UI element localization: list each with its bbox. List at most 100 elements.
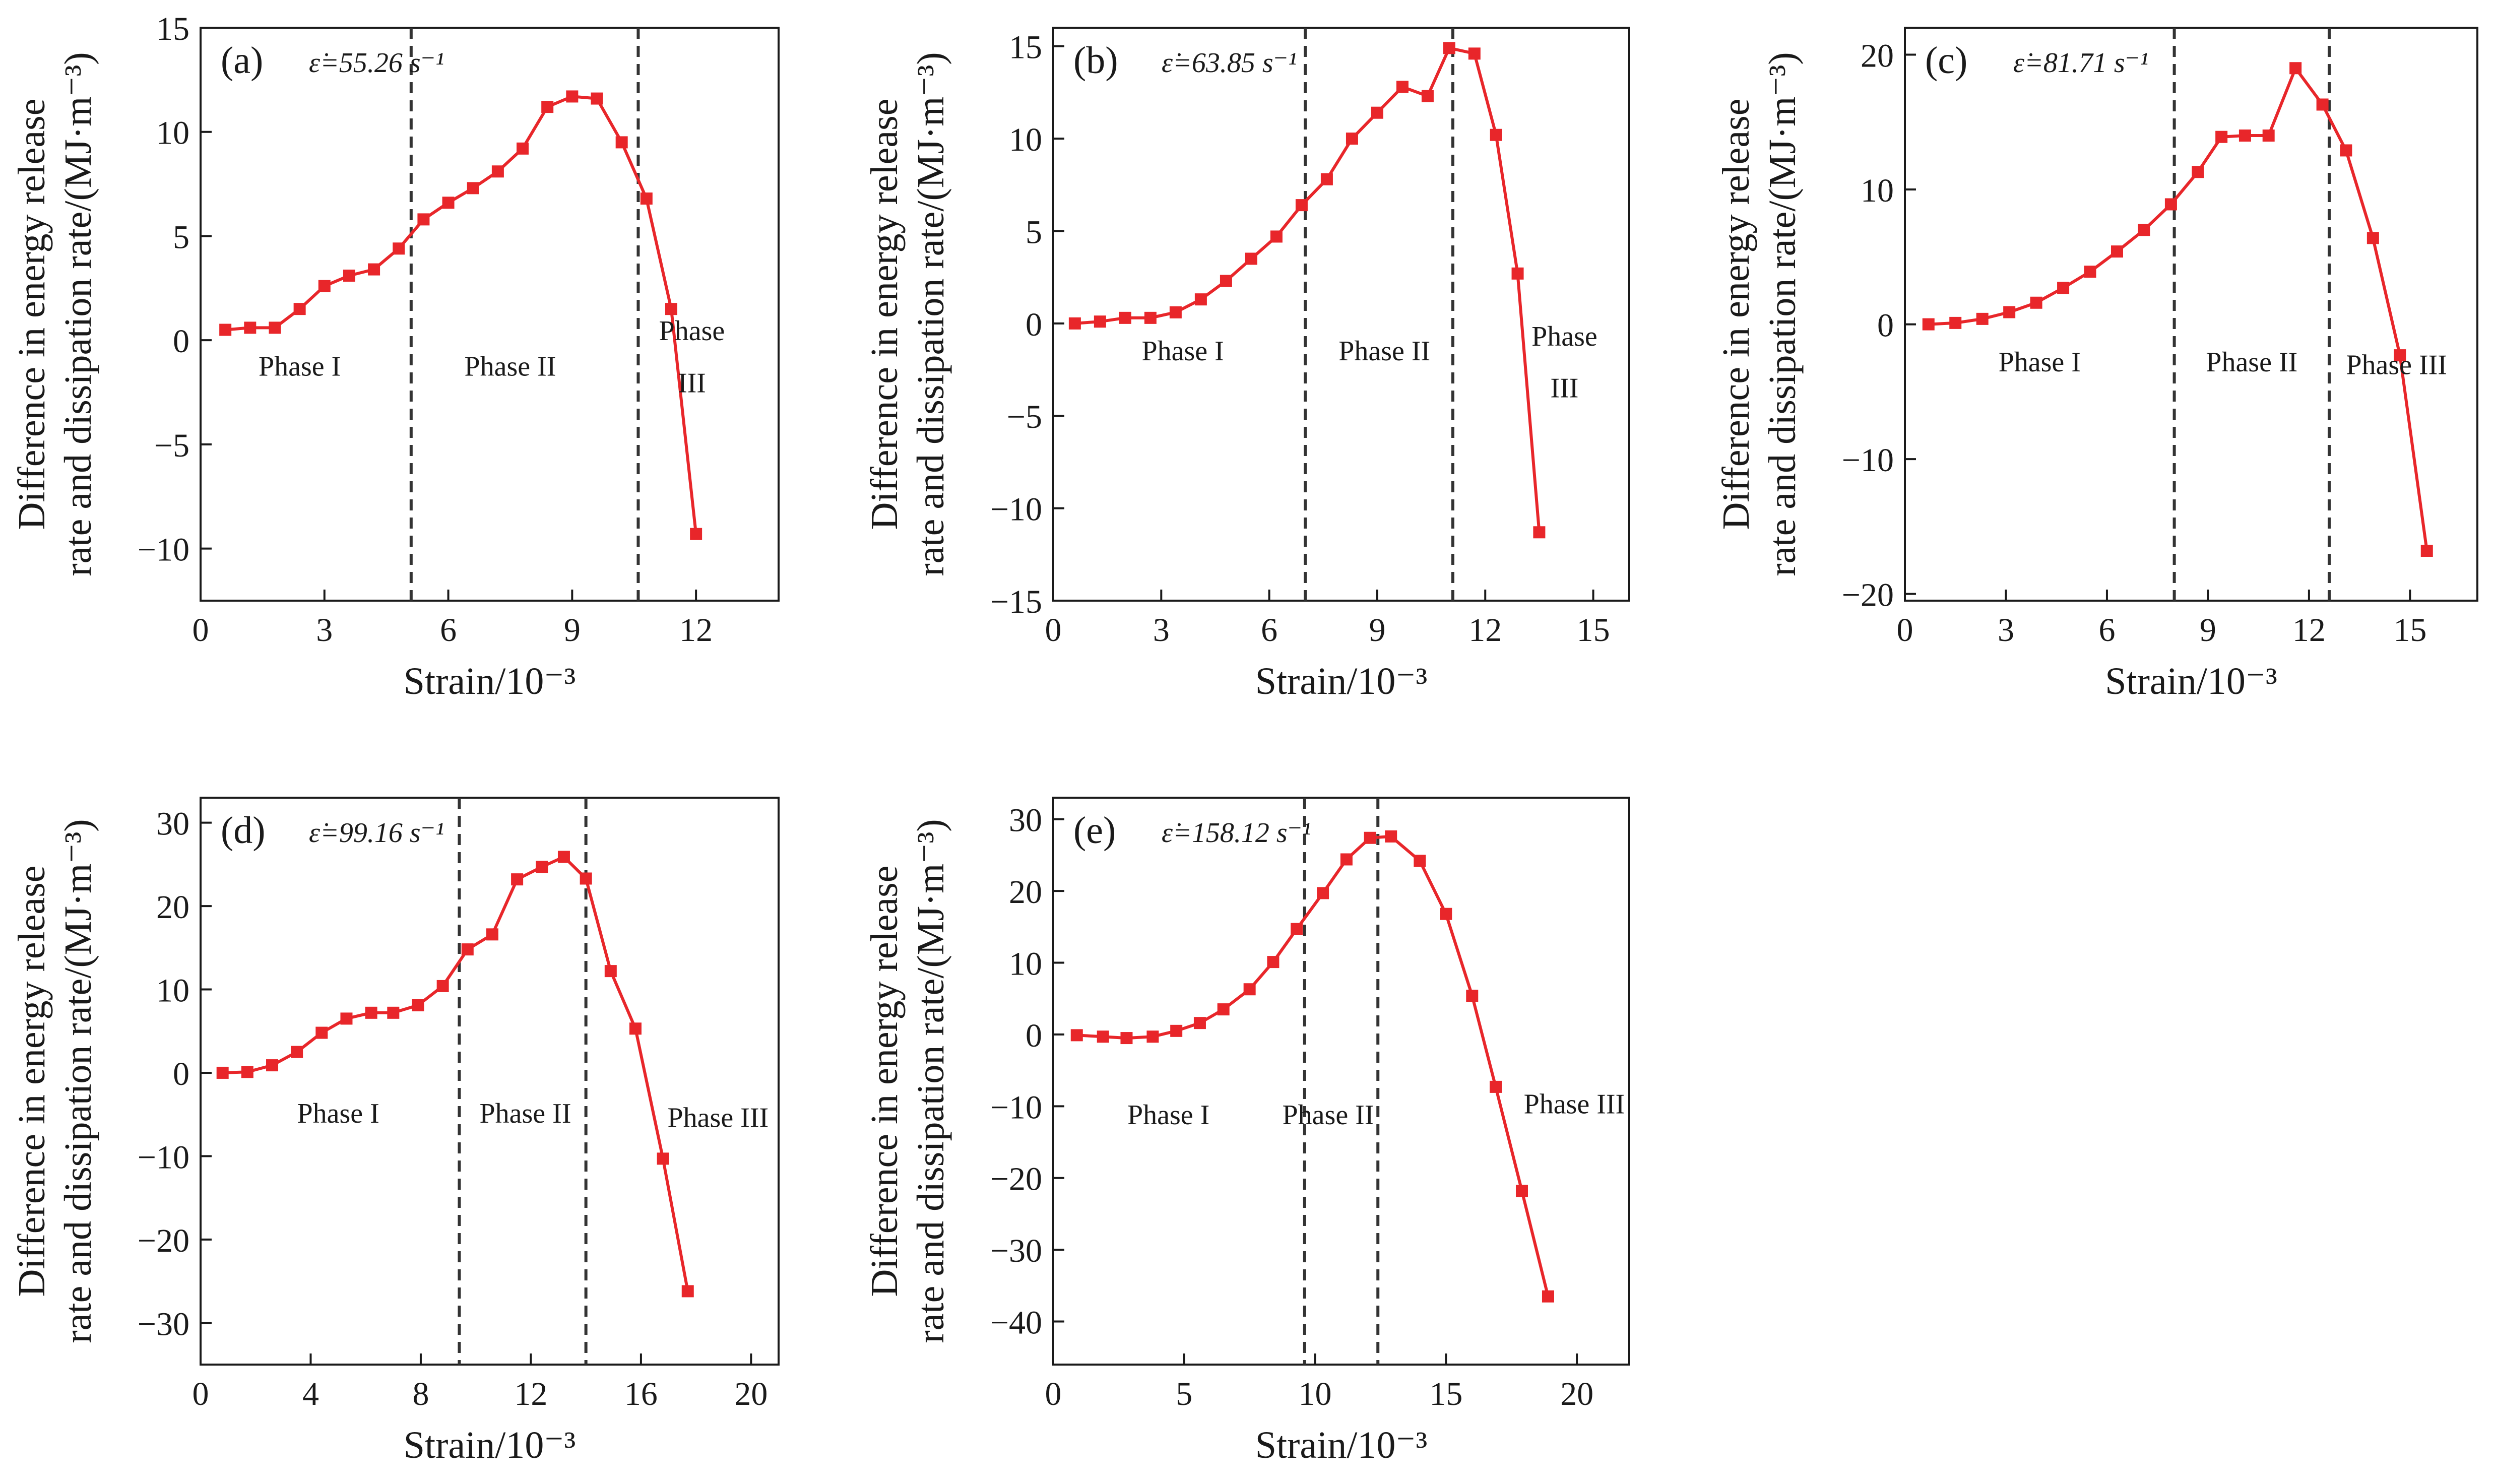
data-point (2111, 245, 2123, 258)
phase-label: Phase (1531, 321, 1597, 352)
data-point (615, 136, 628, 149)
panel-label: (b) (1073, 39, 1118, 82)
x-tick-label: 5 (1176, 1376, 1192, 1412)
data-point (2239, 130, 2251, 142)
data-point (657, 1152, 669, 1165)
y-axis-label-line2: rate and dissipation rate/(MJ·m⁻³) (1761, 52, 1804, 576)
y-tick-label: −20 (138, 1222, 189, 1259)
phase-label: III (678, 368, 706, 399)
panel-label: (a) (221, 39, 263, 82)
data-point (2289, 62, 2302, 75)
panel-label: (c) (1925, 39, 1967, 82)
data-point (461, 943, 474, 956)
strain-rate-label: ε̇=63.85 s⁻¹ (1162, 47, 1297, 79)
data-point (2215, 131, 2228, 143)
phase-label: Phase I (1999, 347, 2081, 378)
data-point (365, 1006, 377, 1019)
plot-frame (1052, 797, 1630, 1366)
y-tick-label: 0 (1026, 1017, 1042, 1054)
data-point (368, 263, 380, 276)
data-point (536, 861, 548, 873)
y-tick-label: −10 (990, 491, 1042, 528)
strain-rate-label: ε̇=81.71 s⁻¹ (2013, 47, 2148, 79)
y-axis-label: Difference in energy release rate and dis… (863, 52, 952, 576)
data-point (491, 165, 504, 178)
x-tick-label: 3 (1998, 612, 2014, 649)
data-point (291, 1046, 303, 1058)
y-tick-label: −30 (138, 1306, 189, 1342)
data-point (1385, 830, 1397, 843)
x-tick-label: 10 (1299, 1376, 1332, 1412)
data-point (1193, 1017, 1206, 1029)
data-point (629, 1022, 642, 1035)
x-tick-label: 12 (514, 1376, 547, 1412)
y-axis-label-line2: rate and dissipation rate/(MJ·m⁻³) (57, 52, 99, 576)
data-point (1468, 47, 1481, 60)
data-point (216, 1066, 229, 1079)
x-tick-label: 15 (1577, 612, 1610, 649)
y-axis-label-line2: rate and dissipation rate/(MJ·m⁻³) (910, 52, 952, 576)
data-point (1220, 275, 1232, 287)
data-point (1371, 106, 1383, 119)
x-axis-label: Strain/10⁻³ (1255, 660, 1428, 702)
phase-label: Phase II (464, 351, 556, 382)
phase-label: Phase II (480, 1098, 571, 1129)
data-point (1320, 173, 1333, 185)
x-tick-label: 0 (193, 612, 209, 649)
series-line (222, 855, 689, 1292)
phase-label: Phase II (1283, 1100, 1374, 1131)
phase-label: III (1550, 373, 1578, 404)
series-line (1074, 46, 1541, 533)
data-point (1097, 1030, 1109, 1043)
data-point (1291, 923, 1303, 935)
x-tick-label: 4 (302, 1376, 319, 1412)
data-point (1533, 526, 1546, 539)
data-point (412, 999, 424, 1011)
plot-frame (200, 27, 780, 602)
y-tick-label: −20 (1842, 577, 1894, 614)
data-point (315, 1026, 328, 1039)
y-tick-label: 10 (1009, 946, 1042, 983)
data-point (417, 213, 430, 226)
x-axis-label: Strain/10⁻³ (2105, 660, 2277, 702)
y-tick-label: −10 (990, 1089, 1042, 1126)
data-point (269, 321, 281, 334)
phase-label: Phase III (1524, 1089, 1625, 1120)
y-tick-label: 0 (173, 1056, 189, 1092)
x-tick-label: 12 (1468, 612, 1502, 649)
x-tick-label: 3 (316, 612, 333, 649)
data-point (2420, 545, 2433, 557)
data-point (2192, 166, 2204, 178)
series-line (1076, 834, 1550, 1297)
series-line (1928, 67, 2428, 551)
data-point (566, 90, 579, 103)
x-tick-label: 20 (1560, 1376, 1593, 1412)
x-axis-label: Strain/10⁻³ (404, 660, 576, 702)
y-tick-label: 20 (156, 889, 189, 926)
x-tick-label: 0 (1045, 612, 1062, 649)
y-tick-label: −5 (154, 427, 189, 464)
y-axis-label: Difference in energy release rate and dis… (1715, 52, 1804, 576)
data-point (442, 197, 455, 209)
phase-label: Phase I (297, 1098, 379, 1129)
x-axis-label: Strain/10⁻³ (1255, 1424, 1428, 1466)
phase-label: Phase III (668, 1102, 769, 1133)
chart-panel-d: 0 4 8 12 16 20 30 20 10 0 −10 −20 −30 Strain/10⁻³ Diff… (11, 797, 780, 1466)
data-point (681, 1285, 694, 1298)
data-point (1440, 908, 1452, 920)
y-axis-label-line1: Difference in energy release (11, 866, 53, 1297)
data-point (219, 324, 232, 336)
data-point (2316, 98, 2329, 111)
data-point (486, 928, 498, 941)
data-point (1466, 990, 1479, 1002)
x-tick-label: 0 (193, 1376, 209, 1412)
phase-label: Phase III (2346, 350, 2447, 381)
data-point (1340, 853, 1353, 866)
phase-label: Phase (659, 315, 725, 347)
y-tick-label: 5 (1026, 214, 1042, 250)
strain-rate-label: ε̇=99.16 s⁻¹ (309, 817, 444, 849)
x-tick-label: 8 (412, 1376, 429, 1412)
y-tick-label: 15 (1009, 29, 1042, 66)
data-point (1070, 1029, 1083, 1042)
